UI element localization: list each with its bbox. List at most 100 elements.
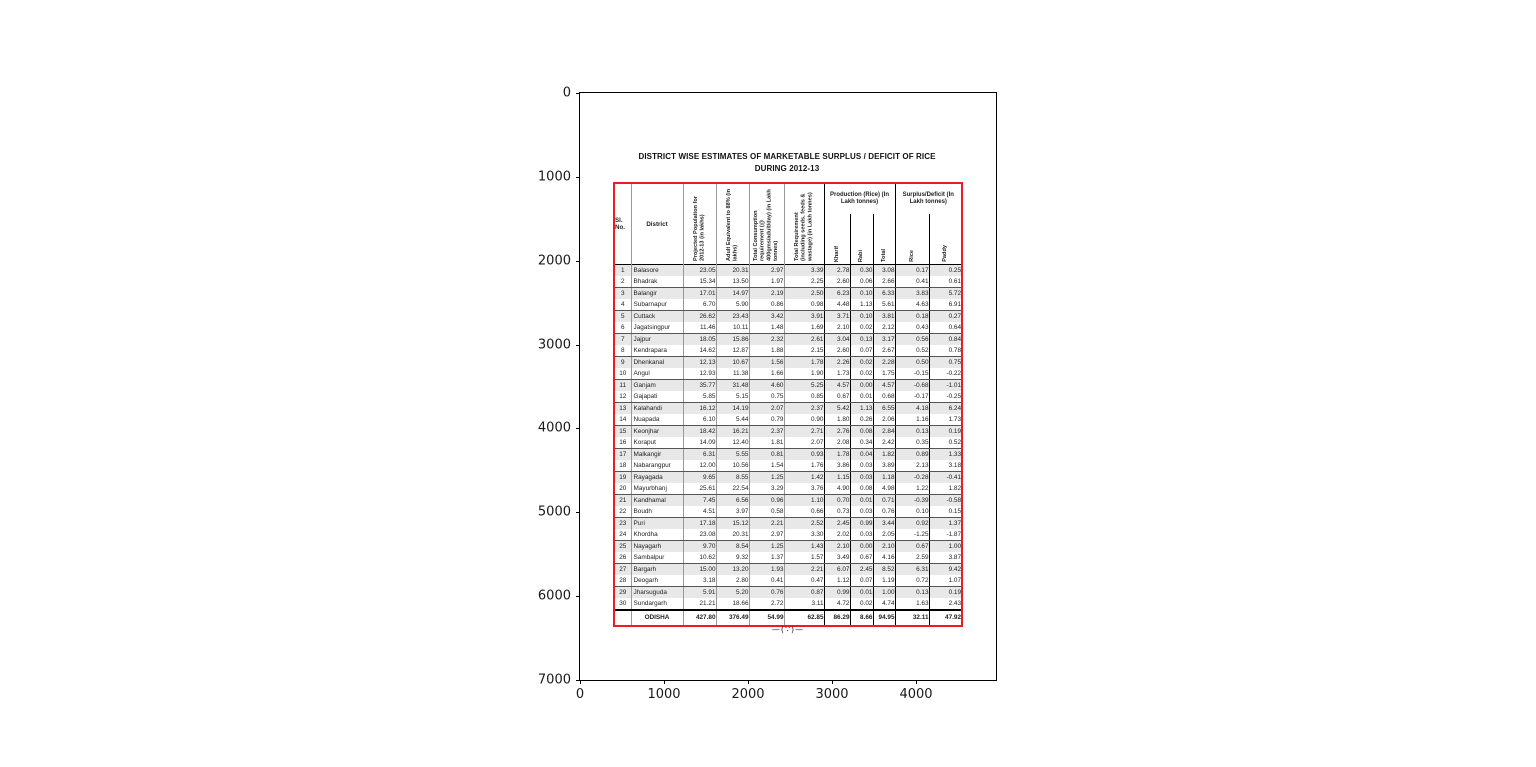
table-cell: 0.00	[849, 540, 873, 552]
table-cell: -0.41	[928, 471, 962, 483]
table-cell: Balangir	[630, 287, 683, 299]
table-cell: Mayurbhanj	[630, 483, 683, 495]
table-cell: 0.75	[748, 391, 784, 403]
table-cell: 12.93	[682, 368, 716, 380]
table-cell: 9.65	[682, 471, 716, 483]
table-cell: 1.80	[823, 414, 850, 426]
table-row: 21 Kandhamal 7.45 6.56 0.96 1.10 0.70 0.01 0.71-…	[615, 494, 962, 506]
table-cell: 0.07	[849, 345, 873, 357]
table-cell: 4.72	[823, 598, 850, 611]
end-ornament: —(∵)—	[771, 625, 805, 634]
table-cell: 1.75	[872, 368, 896, 380]
table-cell: Boudh	[630, 506, 683, 518]
table-row: 14 Nuapada 6.10 5.44 0.79 0.90 1.80 0.26 2.06 1.1…	[615, 414, 962, 426]
table-cell: Malkangir	[630, 448, 683, 460]
table-cell: 0.10	[894, 506, 930, 518]
table-cell: 0.76	[748, 586, 784, 598]
table-cell: 1.90	[783, 368, 824, 380]
table-cell: 3.76	[783, 483, 824, 495]
table-cell: 1.13	[849, 299, 873, 311]
table-cell: Ganjam	[630, 379, 683, 391]
table-cell: 1.19	[872, 575, 896, 587]
table-cell: 5.55	[715, 448, 749, 460]
table-cell: 6.10	[682, 414, 716, 426]
table-cell: 0.92	[894, 517, 930, 529]
table-cell: -0.25	[928, 391, 962, 403]
table-cell: 28	[615, 575, 631, 587]
table-cell: 5.42	[823, 402, 850, 414]
table-cell: 1.88	[748, 345, 784, 357]
table-cell: 2.71	[783, 425, 824, 437]
table-row: 8 Kendrapara 14.62 12.87 1.88 2.15 2.60 0.07 2.6…	[615, 345, 962, 357]
table-cell: 1.78	[783, 356, 824, 368]
col-group-surplus-deficit: Surplus/Deficit (In Lakh tonnes)	[894, 184, 962, 214]
table-cell: 4.57	[872, 379, 896, 391]
table-cell: 54.99	[748, 609, 784, 625]
table-cell: Bhadrak	[630, 276, 683, 288]
table-cell: 20.31	[715, 264, 749, 276]
table-cell: 1.10	[783, 494, 824, 506]
table-cell: 0.06	[849, 276, 873, 288]
table-cell: 14.09	[682, 437, 716, 449]
table-cell: 6.91	[928, 299, 962, 311]
table-cell: -0.58	[928, 494, 962, 506]
table-row: 4 Subarnapur 6.70 5.90 0.86 0.98 4.48 1.13 5.61 4…	[615, 299, 962, 311]
table-cell: Jagatsingpur	[630, 322, 683, 334]
table-cell: 16.21	[715, 425, 749, 437]
table-cell: 4	[615, 299, 631, 311]
table-cell: 2.37	[783, 402, 824, 414]
table-cell: 0.03	[849, 529, 873, 541]
table-cell: 5.85	[682, 391, 716, 403]
table-cell: 15.34	[682, 276, 716, 288]
table-cell: 0.52	[928, 437, 962, 449]
table-cell: 0.03	[849, 471, 873, 483]
table-cell: 4.60	[748, 379, 784, 391]
table-cell: 15.00	[682, 563, 716, 575]
table-cell: 1.76	[783, 460, 824, 472]
table-cell: 9.42	[928, 563, 962, 575]
table-cell: 2.02	[823, 529, 850, 541]
table-cell: 8.66	[849, 609, 873, 625]
table-cell: 0.34	[849, 437, 873, 449]
table-cell: 0.64	[928, 322, 962, 334]
table-cell: 7.45	[682, 494, 716, 506]
table-cell: 0.70	[823, 494, 850, 506]
table-cell: 5.90	[715, 299, 749, 311]
table-cell: 4.51	[682, 506, 716, 518]
table-cell: 0.52	[894, 345, 930, 357]
table-cell: 9.70	[682, 540, 716, 552]
table-cell: 0.86	[748, 299, 784, 311]
table-cell: 0.08	[849, 483, 873, 495]
table-cell: 12.00	[682, 460, 716, 472]
table-cell: 2.32	[748, 333, 784, 345]
table-cell: 16.12	[682, 402, 716, 414]
table-row: 23 Puri 17.18 15.12 2.21 2.52 2.45 0.99 3.44 0.92…	[615, 517, 962, 529]
table-cell: 12	[615, 391, 631, 403]
table-cell: 18.05	[682, 333, 716, 345]
y-tick-mark	[576, 260, 580, 262]
table-cell: 14	[615, 414, 631, 426]
rice-table-border: Sl. No. District Projected Population fo…	[613, 182, 963, 627]
table-cell: 0.01	[849, 586, 873, 598]
table-cell: 11	[619, 382, 627, 389]
table-cell: 376.49	[715, 609, 749, 625]
table-cell: 10.67	[715, 356, 749, 368]
table-cell: 26.62	[682, 310, 716, 322]
table-cell: 0.01	[849, 391, 873, 403]
table-cell: 0.18	[894, 310, 930, 322]
table-cell: 1.42	[783, 471, 824, 483]
table-cell: 0.75	[928, 356, 962, 368]
table-cell: Puri	[630, 517, 683, 529]
table-cell: 13.20	[715, 563, 749, 575]
col-header-paddy: Paddy	[928, 214, 962, 265]
table-cell: 94.95	[872, 609, 896, 625]
table-cell: 0.17	[894, 264, 930, 276]
y-tick-mark	[576, 344, 580, 346]
table-cell: 47.92	[928, 609, 962, 625]
table-cell: 2.78	[823, 264, 850, 276]
table-cell: 2.60	[823, 345, 850, 357]
table-cell: -0.15	[894, 368, 930, 380]
col-header-rice: Rice	[894, 214, 930, 265]
table-cell: 31.48	[715, 379, 749, 391]
